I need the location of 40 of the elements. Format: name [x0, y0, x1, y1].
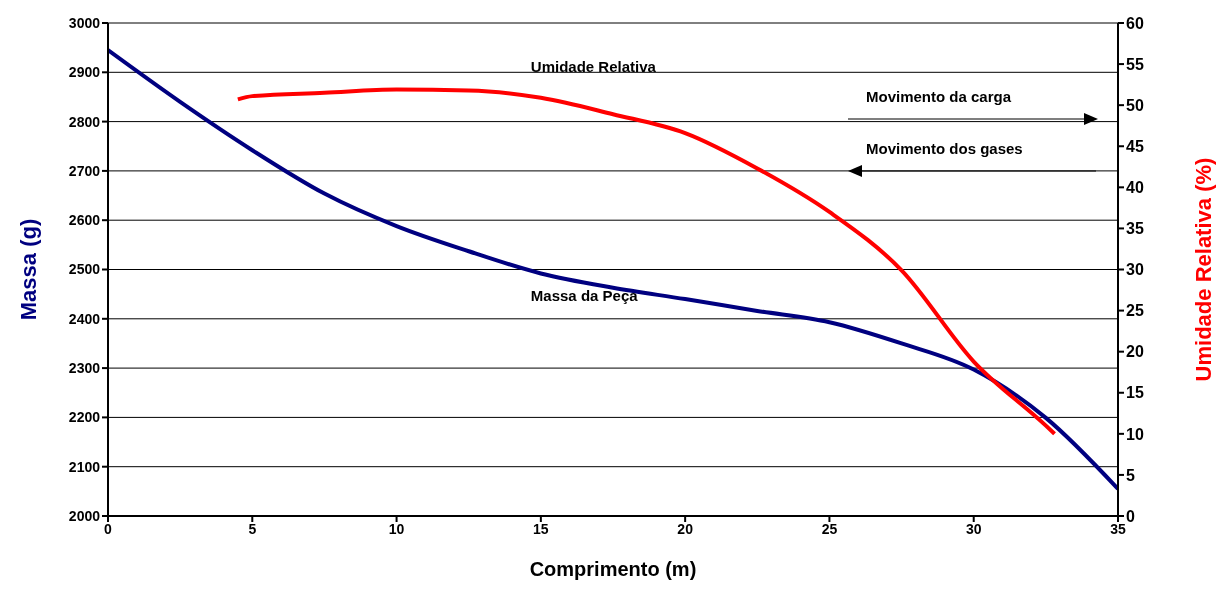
y2-tick-label: 5: [1126, 466, 1135, 484]
annotation: Movimento da carga: [866, 88, 1012, 105]
y-tick-label: 2500: [68, 261, 101, 278]
x-tick-label: 20: [677, 520, 694, 537]
y-tick-label: 2300: [68, 360, 101, 377]
x-tick-label: 10: [388, 520, 405, 537]
y2-axis-title: Umidade Relativa (%): [1190, 157, 1216, 382]
y-tick-label: 2100: [68, 458, 101, 475]
y2-tick-label: 40: [1126, 179, 1144, 197]
x-tick-label: 30: [965, 520, 982, 537]
y2-tick-label: 50: [1126, 96, 1144, 114]
y2-tick-label: 10: [1126, 425, 1144, 443]
x-tick-label: 35: [1110, 520, 1126, 537]
y2-tick-label: 25: [1126, 302, 1144, 320]
series-label: Massa da Peça: [530, 287, 638, 305]
x-tick-label: 15: [533, 520, 549, 537]
annotation: Movimento dos gases: [866, 140, 1023, 157]
x-axis-title: Comprimento (m): [529, 558, 697, 580]
y2-tick-label: 20: [1126, 343, 1144, 361]
x-tick-label: 0: [104, 520, 113, 537]
y2-tick-label: 30: [1126, 261, 1144, 279]
y2-tick-label: 60: [1126, 14, 1144, 32]
y2-tick-label: 45: [1126, 137, 1144, 155]
y-axis-title: Massa (g): [15, 218, 41, 321]
series-label: Umidade Relativa: [530, 57, 656, 75]
y-tick-label: 2600: [68, 212, 101, 229]
y-tick-label: 2800: [68, 113, 101, 130]
x-tick-label: 25: [821, 520, 838, 537]
y2-tick-label: 15: [1126, 384, 1144, 402]
y-tick-label: 2200: [68, 409, 101, 426]
x-tick-label: 5: [248, 520, 257, 537]
y-tick-label: 2700: [68, 162, 101, 179]
y-tick-label: 2000: [68, 507, 101, 524]
line-series: [235, 87, 1057, 436]
y-tick-label: 3000: [68, 14, 101, 31]
y2-tick-label: 0: [1126, 507, 1135, 525]
y2-tick-label: 35: [1126, 220, 1144, 238]
y-tick-label: 2400: [68, 310, 101, 327]
y-tick-label: 2900: [68, 64, 101, 81]
y2-tick-label: 55: [1126, 55, 1144, 73]
